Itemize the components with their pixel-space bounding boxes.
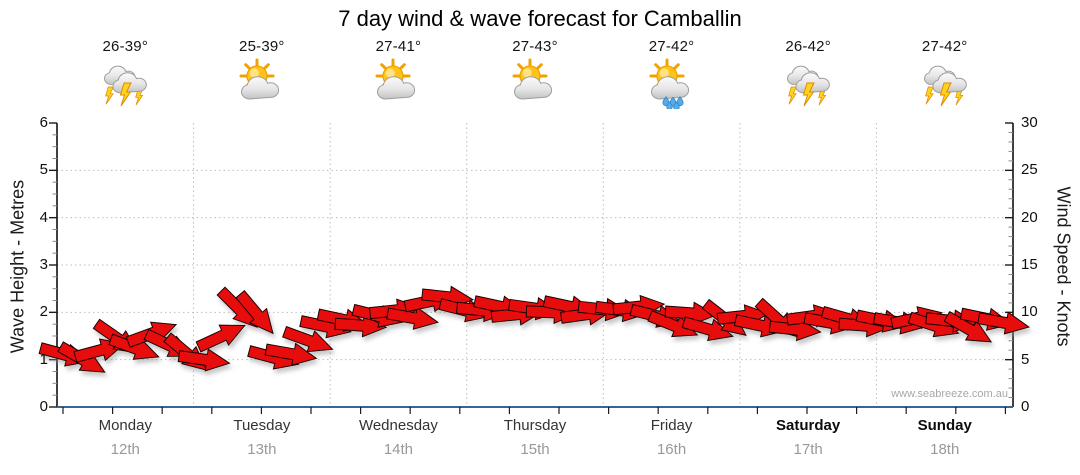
wave-tick-label: 6 xyxy=(39,114,48,131)
day-date-label: 12th xyxy=(110,441,140,458)
x-axis-line xyxy=(57,406,1013,414)
wave-tick-label: 4 xyxy=(39,208,48,226)
storm-icon xyxy=(919,57,971,109)
day-forecast-monday: 26-39° xyxy=(99,38,151,114)
day-forecast-thursday: 27-43° xyxy=(509,38,561,114)
wind-tick-label: 30 xyxy=(1021,114,1038,131)
storm-icon xyxy=(99,57,151,109)
wind-arrow xyxy=(681,316,734,342)
day-forecast-sunday: 27-42° xyxy=(919,38,971,114)
wind-tick-label: 15 xyxy=(1021,256,1038,273)
wind-arrow xyxy=(647,310,699,338)
day-name-label: Monday xyxy=(98,417,152,434)
day-name-label: Friday xyxy=(650,417,693,434)
wind-arrows xyxy=(38,285,1031,373)
day-date-label: 13th xyxy=(247,441,277,458)
wave-tick-label: 0 xyxy=(39,398,48,415)
day-date-label: 14th xyxy=(383,441,414,458)
temp-range-label: 27-42° xyxy=(648,38,695,55)
temp-range-label: 26-42° xyxy=(785,38,831,55)
wind-arrow xyxy=(282,325,334,353)
temp-range-label: 27-42° xyxy=(921,38,968,55)
partly-cloudy-icon xyxy=(372,57,424,109)
temp-range-label: 27-41° xyxy=(375,38,422,55)
wave-tick-label: 5 xyxy=(39,161,48,179)
y-axis-right xyxy=(1005,122,1014,408)
wind-tick-label: 25 xyxy=(1021,161,1038,179)
day-name-label: Sunday xyxy=(917,417,972,434)
wind-arrow xyxy=(177,348,231,372)
temp-range-label: 27-43° xyxy=(512,38,558,55)
wind-arrow xyxy=(977,311,1031,335)
day-name-label: Thursday xyxy=(503,417,567,434)
wind-tick-label: 5 xyxy=(1021,350,1030,368)
partly-cloudy-icon xyxy=(509,57,561,109)
wind-tick-label: 20 xyxy=(1021,208,1038,226)
wind-arrow xyxy=(264,342,318,366)
wind-arrow xyxy=(235,290,274,335)
day-name-label: Tuesday xyxy=(233,417,291,434)
wave-tick-label: 3 xyxy=(39,256,48,273)
page-title: 7 day wind & wave forecast for Camballin xyxy=(338,6,742,31)
day-forecast-tuesday: 25-39° xyxy=(236,38,288,114)
watermark: www.seabreeze.com.au xyxy=(891,388,1008,400)
temp-range-label: 25-39° xyxy=(239,38,285,55)
day-date-label: 17th xyxy=(793,441,823,458)
wind-arrow xyxy=(943,310,993,343)
temp-range-label: 26-39° xyxy=(102,38,149,55)
day-name-label: Saturday xyxy=(776,417,841,434)
day-date-label: 16th xyxy=(656,441,687,458)
day-forecast-wednesday: 27-41° xyxy=(372,38,424,114)
day-forecast-saturday: 26-42° xyxy=(782,38,834,114)
wind-arrow xyxy=(386,306,440,330)
wind-tick-label: 0 xyxy=(1021,398,1030,415)
day-name-label: Wednesday xyxy=(358,417,438,434)
day-date-label: 18th xyxy=(930,441,960,458)
day-forecast-friday: 27-42° xyxy=(646,38,698,114)
wave-tick-label: 2 xyxy=(39,303,48,321)
wind-arrow xyxy=(195,324,246,353)
partly-cloudy-icon xyxy=(236,57,288,109)
day-date-label: 15th xyxy=(520,441,550,458)
storm-icon xyxy=(782,57,834,109)
y-axis-left xyxy=(49,122,58,408)
wave-tick-label: 1 xyxy=(39,350,48,368)
sun-showers-icon xyxy=(646,57,698,109)
wind-tick-label: 10 xyxy=(1021,303,1038,321)
